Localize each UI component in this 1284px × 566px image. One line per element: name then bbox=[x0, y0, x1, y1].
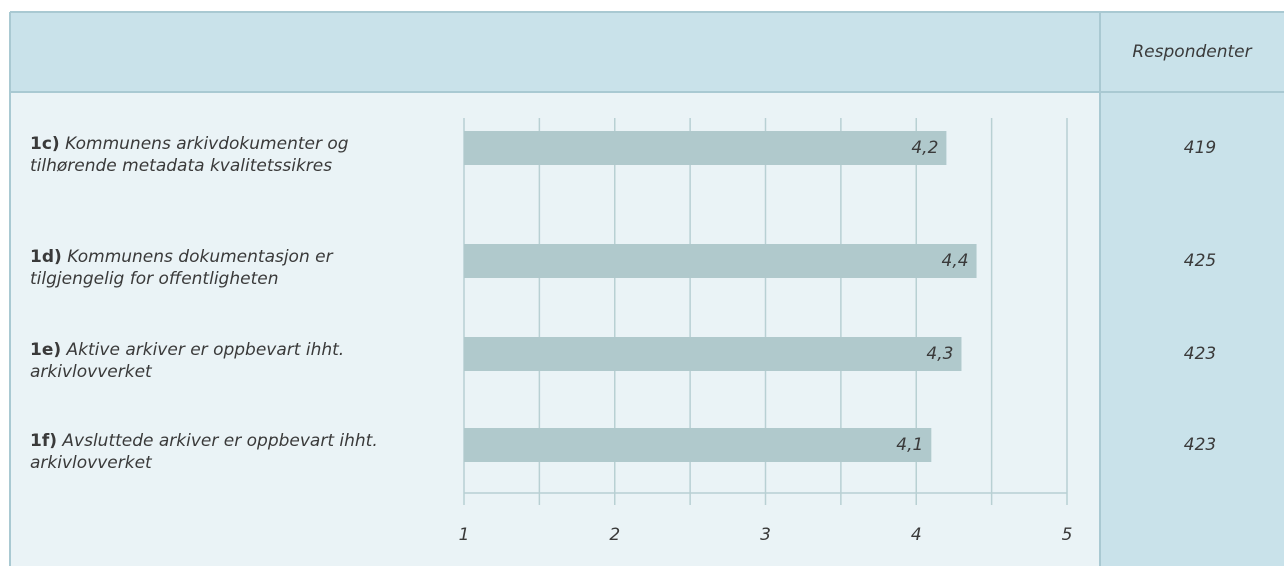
data-label: 4,3 bbox=[926, 344, 953, 364]
respondents-value: 419 bbox=[1184, 138, 1216, 158]
respondents-value: 425 bbox=[1184, 251, 1216, 271]
category-code: 1c) bbox=[30, 134, 60, 154]
column-header: Respondenter bbox=[1132, 42, 1252, 62]
category-code: 1f) bbox=[30, 431, 57, 451]
category-text: Kommunens arkivdokumenter og tilhørende … bbox=[30, 134, 349, 176]
data-label: 4,2 bbox=[911, 138, 938, 158]
category-label: 1e) Aktive arkiver er oppbevart ihht. ar… bbox=[30, 339, 410, 383]
respondents-value: 423 bbox=[1184, 435, 1216, 455]
category-text: Avsluttede arkiver er oppbevart ihht. ar… bbox=[30, 431, 378, 473]
body bbox=[10, 92, 1100, 566]
respondents-column bbox=[1100, 12, 1284, 566]
data-label: 4,4 bbox=[942, 251, 969, 271]
data-label: 4,1 bbox=[896, 435, 923, 455]
x-tick-label: 3 bbox=[760, 525, 771, 545]
category-code: 1d) bbox=[30, 247, 62, 267]
category-text: Aktive arkiver er oppbevart ihht. arkivl… bbox=[30, 340, 345, 382]
category-label: 1f) Avsluttede arkiver er oppbevart ihht… bbox=[30, 430, 410, 474]
bar bbox=[464, 428, 932, 462]
bar bbox=[464, 244, 977, 278]
category-label: 1c) Kommunens arkivdokumenter og tilhøre… bbox=[30, 133, 410, 177]
header-row bbox=[10, 12, 1100, 92]
x-tick-label: 4 bbox=[911, 525, 922, 545]
x-tick-label: 5 bbox=[1062, 525, 1073, 545]
x-tick-label: 1 bbox=[459, 525, 470, 545]
category-text: Kommunens dokumentasjon er tilgjengelig … bbox=[30, 247, 333, 289]
x-tick-label: 2 bbox=[609, 525, 620, 545]
bar bbox=[464, 131, 947, 165]
bar bbox=[464, 337, 962, 371]
category-label: 1d) Kommunens dokumentasjon er tilgjenge… bbox=[30, 246, 410, 290]
category-code: 1e) bbox=[30, 340, 62, 360]
respondents-value: 423 bbox=[1184, 344, 1216, 364]
